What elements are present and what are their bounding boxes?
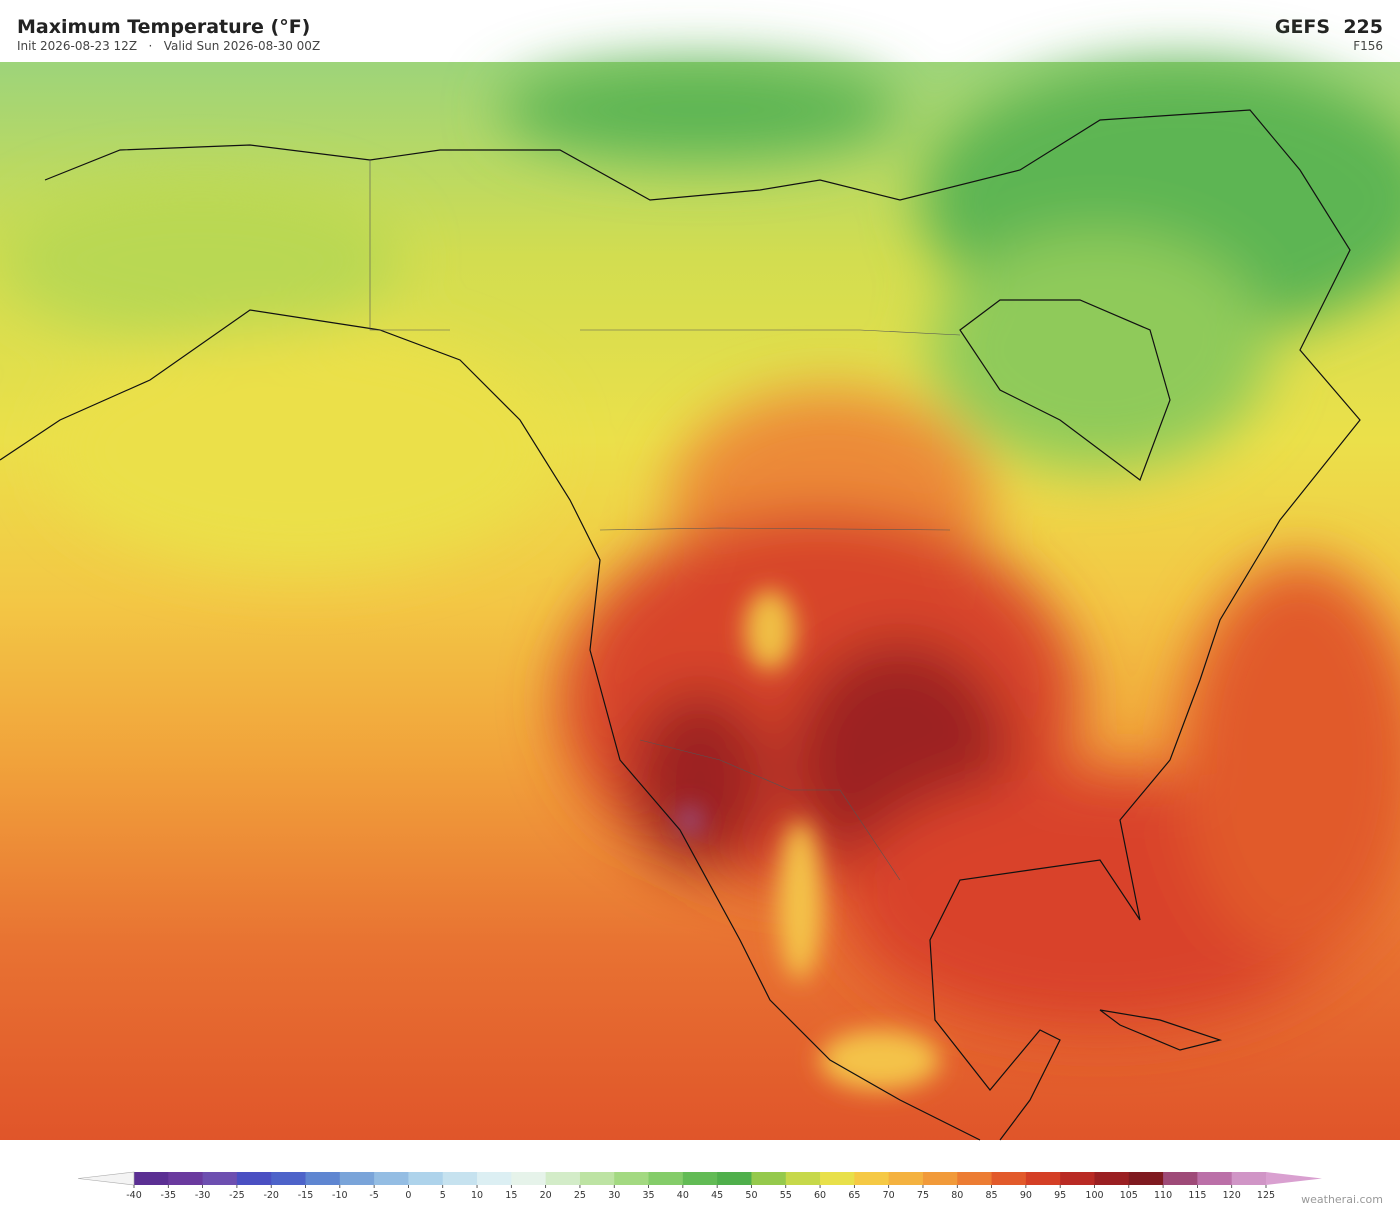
colorbar-tick-label: -10	[332, 1190, 348, 1201]
colorbar-tick-label: 25	[574, 1190, 586, 1201]
title: Maximum Temperature (°F)	[17, 16, 311, 38]
colorbar-tick-label: 100	[1085, 1190, 1103, 1201]
colorbar-bin	[1231, 1172, 1267, 1185]
colorbar-bin	[545, 1172, 581, 1185]
colorbar-extend-low	[77, 1171, 135, 1186]
colorbar-tick-label: 10	[471, 1190, 483, 1201]
colorbar-tick-label: 15	[505, 1190, 517, 1201]
colorbar-bin	[614, 1172, 650, 1185]
colorbar: -40 -35 -30 -25 -20 -15 -10 -5 0 5 10 15 20 25 30 35 40 4…	[77, 1171, 1322, 1201]
colorbar-tick-label: -35	[161, 1190, 177, 1201]
colorbar-bin	[202, 1172, 238, 1185]
colorbar-tick-label: 35	[642, 1190, 654, 1201]
colorbar-bin	[271, 1172, 307, 1185]
colorbar-tick-label: 20	[540, 1190, 552, 1201]
colorbar-bin	[408, 1172, 444, 1185]
colorbar-tick-label: 120	[1223, 1190, 1241, 1201]
colorbar-tick-label: 105	[1120, 1190, 1138, 1201]
colorbar-tick-label: -5	[369, 1190, 378, 1201]
colorbar-tick-label: 80	[951, 1190, 963, 1201]
forecast-hour: F156	[1353, 39, 1383, 53]
colorbar-tick-label: 110	[1154, 1190, 1172, 1201]
colorbar-bin	[751, 1172, 787, 1185]
colorbar-bin	[854, 1172, 890, 1185]
colorbar-bin	[236, 1172, 272, 1185]
colorbar-bin	[648, 1172, 684, 1185]
colorbar-tick-label: 45	[711, 1190, 723, 1201]
colorbar-bin	[374, 1172, 409, 1185]
colorbar-tick-label: 85	[986, 1190, 998, 1201]
colorbar-bin	[785, 1172, 821, 1185]
coastlines	[0, 109, 1361, 1141]
colorbar-tick-label: -15	[298, 1190, 314, 1201]
colorbar-tick-label: 55	[780, 1190, 792, 1201]
colorbar-bin	[1094, 1172, 1130, 1185]
colorbar-bin	[477, 1172, 512, 1185]
temperature-field	[0, 60, 1400, 1030]
colorbar-tick-label: 5	[440, 1190, 446, 1201]
colorbar-tick-label: 65	[848, 1190, 860, 1201]
borders	[369, 160, 961, 881]
colorbar-extend-high	[1266, 1172, 1322, 1185]
colorbar-tick-label: 90	[1020, 1190, 1032, 1201]
colorbar-tick-label: 60	[814, 1190, 826, 1201]
colorbar-bin	[922, 1172, 958, 1185]
colorbar-tick-label: -30	[195, 1190, 211, 1201]
colorbar-tick-label: -40	[126, 1190, 142, 1201]
colorbar-bin	[957, 1172, 993, 1185]
colorbar-bin	[682, 1172, 718, 1185]
colorbar-bin	[991, 1172, 1027, 1185]
colorbar-tick-label: 0	[405, 1190, 411, 1201]
colorbar-bin	[134, 1172, 169, 1185]
colorbar-tick-label: -25	[229, 1190, 245, 1201]
colorbar-bin	[442, 1172, 478, 1185]
colorbar-bin	[305, 1172, 341, 1185]
colorbar-tick-label: 115	[1188, 1190, 1206, 1201]
colorbar-bin	[1128, 1172, 1164, 1185]
colorbar-tick-label: 75	[917, 1190, 929, 1201]
colorbar-tick-label: 30	[608, 1190, 620, 1201]
colorbar-tick-label: -20	[263, 1190, 279, 1201]
colorbar-tick-label: 125	[1257, 1190, 1275, 1201]
colorbar-bin	[1163, 1172, 1198, 1185]
colorbar-bin	[511, 1172, 547, 1185]
colorbar-tick-label: 70	[883, 1190, 895, 1201]
colorbar-tick-label: 50	[745, 1190, 757, 1201]
colorbar-bin	[820, 1172, 855, 1185]
watermark: weatherai.com	[1301, 1193, 1383, 1206]
colorbar-bin	[1025, 1172, 1061, 1185]
colorbar-bin	[1197, 1172, 1233, 1185]
colorbar-tick-label: 95	[1054, 1190, 1066, 1201]
colorbar-tick-label: 40	[677, 1190, 689, 1201]
highland-cool	[678, 590, 940, 1090]
colorbar-bin	[1060, 1172, 1095, 1185]
model-name: GEFS 225	[1274, 16, 1383, 38]
colorbar-bin	[888, 1172, 924, 1185]
subtitle: Init 2026-08-23 12Z · Valid Sun 2026-08-…	[17, 39, 321, 53]
colorbar-bin	[717, 1172, 752, 1185]
colorbar-bin	[168, 1172, 204, 1185]
colorbar-bin	[339, 1172, 375, 1185]
colorbar-bin	[579, 1172, 615, 1185]
